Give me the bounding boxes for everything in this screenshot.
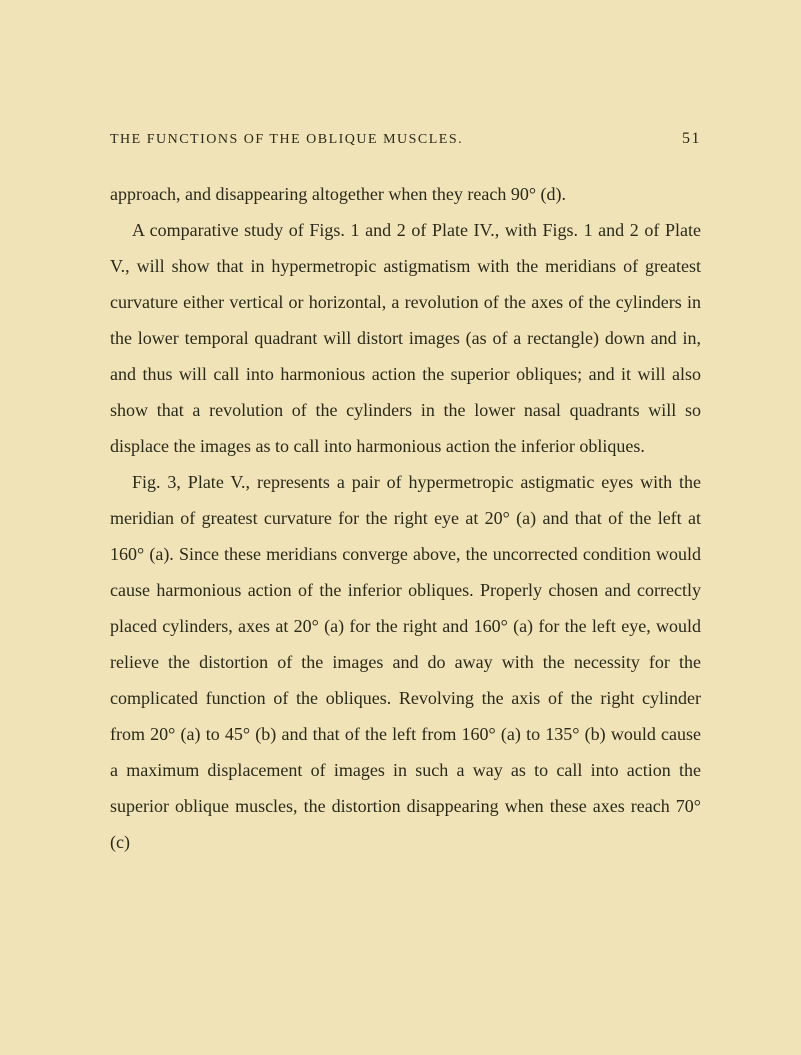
body-text: approach, and disappearing altogether wh…: [110, 176, 701, 860]
page-header: THE FUNCTIONS OF THE OBLIQUE MUSCLES. 51: [110, 130, 701, 148]
paragraph-2: A comparative study of Figs. 1 and 2 of …: [110, 212, 701, 464]
page-number: 51: [682, 130, 701, 148]
paragraph-1: approach, and disappearing altogether wh…: [110, 176, 701, 212]
page-container: THE FUNCTIONS OF THE OBLIQUE MUSCLES. 51…: [0, 0, 801, 940]
running-title: THE FUNCTIONS OF THE OBLIQUE MUSCLES.: [110, 132, 463, 148]
paragraph-3: Fig. 3, Plate V., represents a pair of h…: [110, 464, 701, 860]
